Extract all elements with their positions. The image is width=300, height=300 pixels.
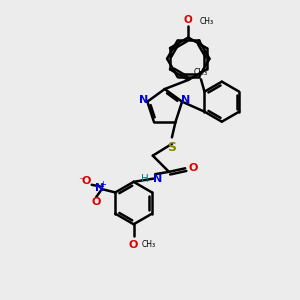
Text: O: O <box>184 15 193 25</box>
Text: O: O <box>129 240 138 250</box>
Text: ⁻: ⁻ <box>78 175 85 188</box>
Text: H: H <box>142 174 149 184</box>
Text: N: N <box>153 174 163 184</box>
Text: O: O <box>189 163 198 173</box>
Text: S: S <box>167 141 176 154</box>
Text: N: N <box>139 95 148 105</box>
Text: N: N <box>95 183 105 193</box>
Text: +: + <box>100 180 106 189</box>
Text: N: N <box>181 95 190 105</box>
Text: CH₃: CH₃ <box>142 240 156 249</box>
Text: O: O <box>92 197 101 207</box>
Text: CH₃: CH₃ <box>194 68 208 77</box>
Text: CH₃: CH₃ <box>200 16 214 26</box>
Text: O: O <box>82 176 91 186</box>
